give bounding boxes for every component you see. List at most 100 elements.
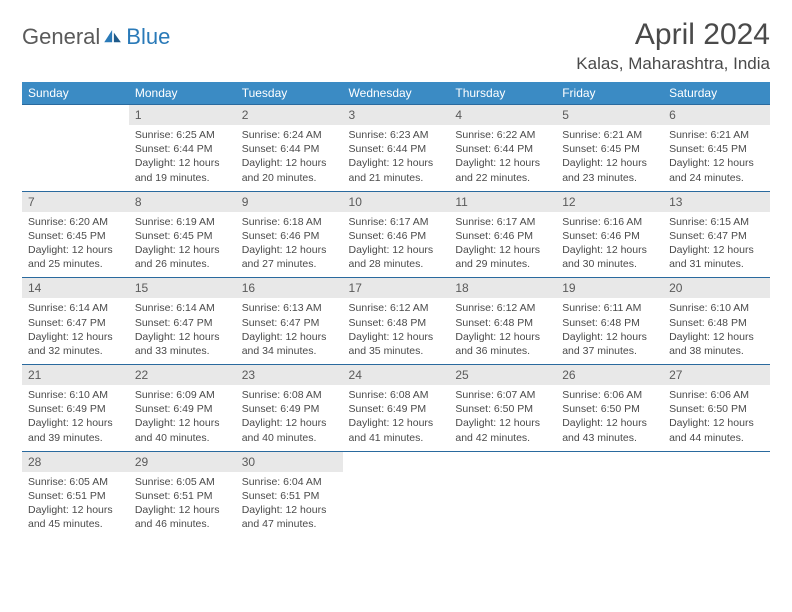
calendar-table: Sunday Monday Tuesday Wednesday Thursday… [22, 82, 770, 537]
day-details: Sunrise: 6:14 AMSunset: 6:47 PMDaylight:… [22, 298, 129, 364]
day-number: 10 [343, 192, 450, 212]
day-header-row: Sunday Monday Tuesday Wednesday Thursday… [22, 82, 770, 105]
day-details: Sunrise: 6:05 AMSunset: 6:51 PMDaylight:… [22, 472, 129, 538]
day-cell: 1Sunrise: 6:25 AMSunset: 6:44 PMDaylight… [129, 105, 236, 192]
day-cell: 23Sunrise: 6:08 AMSunset: 6:49 PMDayligh… [236, 365, 343, 452]
day-header: Saturday [663, 82, 770, 105]
day-cell: 11Sunrise: 6:17 AMSunset: 6:46 PMDayligh… [449, 191, 556, 278]
day-details: Sunrise: 6:10 AMSunset: 6:49 PMDaylight:… [22, 385, 129, 451]
day-cell: 13Sunrise: 6:15 AMSunset: 6:47 PMDayligh… [663, 191, 770, 278]
day-cell: 28Sunrise: 6:05 AMSunset: 6:51 PMDayligh… [22, 451, 129, 537]
day-cell: 9Sunrise: 6:18 AMSunset: 6:46 PMDaylight… [236, 191, 343, 278]
day-cell: 19Sunrise: 6:11 AMSunset: 6:48 PMDayligh… [556, 278, 663, 365]
day-number: 23 [236, 365, 343, 385]
day-cell: 5Sunrise: 6:21 AMSunset: 6:45 PMDaylight… [556, 105, 663, 192]
week-row: 21Sunrise: 6:10 AMSunset: 6:49 PMDayligh… [22, 365, 770, 452]
day-number: 24 [343, 365, 450, 385]
day-cell: 26Sunrise: 6:06 AMSunset: 6:50 PMDayligh… [556, 365, 663, 452]
day-number: 9 [236, 192, 343, 212]
day-cell: 16Sunrise: 6:13 AMSunset: 6:47 PMDayligh… [236, 278, 343, 365]
day-details: Sunrise: 6:21 AMSunset: 6:45 PMDaylight:… [663, 125, 770, 191]
day-cell: 29Sunrise: 6:05 AMSunset: 6:51 PMDayligh… [129, 451, 236, 537]
day-details: Sunrise: 6:16 AMSunset: 6:46 PMDaylight:… [556, 212, 663, 278]
day-details: Sunrise: 6:25 AMSunset: 6:44 PMDaylight:… [129, 125, 236, 191]
day-cell: 6Sunrise: 6:21 AMSunset: 6:45 PMDaylight… [663, 105, 770, 192]
day-cell: 20Sunrise: 6:10 AMSunset: 6:48 PMDayligh… [663, 278, 770, 365]
day-number: 7 [22, 192, 129, 212]
day-cell: 18Sunrise: 6:12 AMSunset: 6:48 PMDayligh… [449, 278, 556, 365]
day-number: 21 [22, 365, 129, 385]
day-details: Sunrise: 6:04 AMSunset: 6:51 PMDaylight:… [236, 472, 343, 538]
day-details: Sunrise: 6:19 AMSunset: 6:45 PMDaylight:… [129, 212, 236, 278]
location-text: Kalas, Maharashtra, India [576, 54, 770, 74]
day-details: Sunrise: 6:14 AMSunset: 6:47 PMDaylight:… [129, 298, 236, 364]
day-cell: 3Sunrise: 6:23 AMSunset: 6:44 PMDaylight… [343, 105, 450, 192]
day-cell: 14Sunrise: 6:14 AMSunset: 6:47 PMDayligh… [22, 278, 129, 365]
day-number: 19 [556, 278, 663, 298]
day-number: 20 [663, 278, 770, 298]
day-cell: 25Sunrise: 6:07 AMSunset: 6:50 PMDayligh… [449, 365, 556, 452]
day-details: Sunrise: 6:05 AMSunset: 6:51 PMDaylight:… [129, 472, 236, 538]
day-cell [22, 105, 129, 192]
day-cell: 22Sunrise: 6:09 AMSunset: 6:49 PMDayligh… [129, 365, 236, 452]
day-number: 5 [556, 105, 663, 125]
logo-text-blue: Blue [126, 24, 170, 50]
day-details: Sunrise: 6:09 AMSunset: 6:49 PMDaylight:… [129, 385, 236, 451]
day-number: 14 [22, 278, 129, 298]
day-header: Friday [556, 82, 663, 105]
day-cell [556, 451, 663, 537]
day-number: 6 [663, 105, 770, 125]
day-number: 22 [129, 365, 236, 385]
day-cell [449, 451, 556, 537]
day-cell: 7Sunrise: 6:20 AMSunset: 6:45 PMDaylight… [22, 191, 129, 278]
day-header: Monday [129, 82, 236, 105]
day-number: 11 [449, 192, 556, 212]
day-details: Sunrise: 6:23 AMSunset: 6:44 PMDaylight:… [343, 125, 450, 191]
day-details: Sunrise: 6:10 AMSunset: 6:48 PMDaylight:… [663, 298, 770, 364]
day-number: 12 [556, 192, 663, 212]
day-details: Sunrise: 6:13 AMSunset: 6:47 PMDaylight:… [236, 298, 343, 364]
logo-sail-icon [104, 30, 122, 44]
day-number: 16 [236, 278, 343, 298]
day-number: 8 [129, 192, 236, 212]
day-number: 18 [449, 278, 556, 298]
day-details: Sunrise: 6:18 AMSunset: 6:46 PMDaylight:… [236, 212, 343, 278]
day-number: 29 [129, 452, 236, 472]
day-number: 3 [343, 105, 450, 125]
day-cell: 15Sunrise: 6:14 AMSunset: 6:47 PMDayligh… [129, 278, 236, 365]
month-title: April 2024 [576, 18, 770, 52]
day-number: 30 [236, 452, 343, 472]
day-cell: 21Sunrise: 6:10 AMSunset: 6:49 PMDayligh… [22, 365, 129, 452]
week-row: 1Sunrise: 6:25 AMSunset: 6:44 PMDaylight… [22, 105, 770, 192]
logo: General Blue [22, 24, 170, 50]
week-row: 7Sunrise: 6:20 AMSunset: 6:45 PMDaylight… [22, 191, 770, 278]
header: General Blue April 2024 Kalas, Maharasht… [22, 18, 770, 74]
day-number: 2 [236, 105, 343, 125]
day-number: 1 [129, 105, 236, 125]
day-details: Sunrise: 6:12 AMSunset: 6:48 PMDaylight:… [449, 298, 556, 364]
day-details: Sunrise: 6:15 AMSunset: 6:47 PMDaylight:… [663, 212, 770, 278]
day-details: Sunrise: 6:07 AMSunset: 6:50 PMDaylight:… [449, 385, 556, 451]
day-cell: 30Sunrise: 6:04 AMSunset: 6:51 PMDayligh… [236, 451, 343, 537]
day-number: 27 [663, 365, 770, 385]
day-number: 13 [663, 192, 770, 212]
day-cell [343, 451, 450, 537]
day-header: Wednesday [343, 82, 450, 105]
day-details: Sunrise: 6:12 AMSunset: 6:48 PMDaylight:… [343, 298, 450, 364]
day-details: Sunrise: 6:17 AMSunset: 6:46 PMDaylight:… [449, 212, 556, 278]
day-details: Sunrise: 6:24 AMSunset: 6:44 PMDaylight:… [236, 125, 343, 191]
day-details: Sunrise: 6:20 AMSunset: 6:45 PMDaylight:… [22, 212, 129, 278]
day-number: 17 [343, 278, 450, 298]
day-number: 4 [449, 105, 556, 125]
day-details: Sunrise: 6:06 AMSunset: 6:50 PMDaylight:… [663, 385, 770, 451]
day-cell: 17Sunrise: 6:12 AMSunset: 6:48 PMDayligh… [343, 278, 450, 365]
day-number: 28 [22, 452, 129, 472]
day-number: 25 [449, 365, 556, 385]
day-number: 15 [129, 278, 236, 298]
day-cell: 2Sunrise: 6:24 AMSunset: 6:44 PMDaylight… [236, 105, 343, 192]
day-details: Sunrise: 6:21 AMSunset: 6:45 PMDaylight:… [556, 125, 663, 191]
day-cell: 8Sunrise: 6:19 AMSunset: 6:45 PMDaylight… [129, 191, 236, 278]
week-row: 14Sunrise: 6:14 AMSunset: 6:47 PMDayligh… [22, 278, 770, 365]
day-cell: 12Sunrise: 6:16 AMSunset: 6:46 PMDayligh… [556, 191, 663, 278]
day-cell: 24Sunrise: 6:08 AMSunset: 6:49 PMDayligh… [343, 365, 450, 452]
